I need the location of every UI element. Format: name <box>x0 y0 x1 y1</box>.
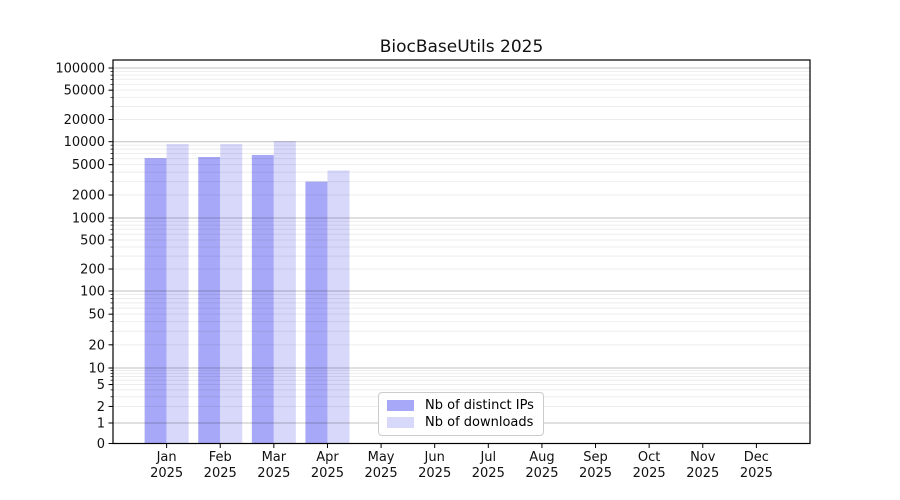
y-tick-label: 100 <box>80 285 105 300</box>
legend-label-downloads: Nb of downloads <box>425 415 534 430</box>
x-tick-label-month: May <box>368 450 395 465</box>
y-tick-label: 2000 <box>72 189 105 204</box>
bar-jan-distinct-ips <box>144 158 167 444</box>
y-tick-label: 5 <box>97 378 105 393</box>
x-tick-label-month: Dec <box>744 450 769 465</box>
bar-feb-downloads <box>220 144 243 444</box>
chart-title: BiocBaseUtils 2025 <box>379 37 544 57</box>
x-tick-label-month: Jun <box>424 450 445 465</box>
x-tick-label-year: 2025 <box>150 466 183 481</box>
legend-item-downloads: Nb of downloads <box>387 415 535 430</box>
x-tick-label-year: 2025 <box>311 466 344 481</box>
bar-apr-distinct-ips <box>305 181 328 444</box>
y-tick-label: 200 <box>80 263 105 278</box>
x-tick-label-year: 2025 <box>472 466 505 481</box>
y-tick-label: 10 <box>88 362 105 377</box>
bar-mar-distinct-ips <box>251 154 274 444</box>
x-tick-label-year: 2025 <box>633 466 666 481</box>
x-tick-label-year: 2025 <box>579 466 612 481</box>
x-tick-label-month: Sep <box>583 450 608 465</box>
x-tick-label-month: Jul <box>479 450 496 465</box>
x-tick-label-month: Feb <box>209 450 232 465</box>
legend: Nb of distinct IPs Nb of downloads <box>378 392 544 436</box>
legend-label-distinct-ips: Nb of distinct IPs <box>425 398 534 413</box>
x-tick-label-year: 2025 <box>740 466 773 481</box>
y-tick-label: 20000 <box>64 113 105 128</box>
y-tick-label: 100000 <box>55 62 105 77</box>
legend-swatch-downloads <box>387 417 414 428</box>
y-tick-label: 2 <box>97 400 105 415</box>
bar-mar-downloads <box>273 141 296 444</box>
x-tick-label-month: Mar <box>262 450 287 465</box>
x-tick-label-month: Aug <box>529 450 554 465</box>
y-tick-label: 1 <box>97 417 105 432</box>
bar-apr-downloads <box>327 170 350 444</box>
y-tick-label: 20 <box>88 338 105 353</box>
x-tick-label-month: Jan <box>156 450 177 465</box>
y-tick-label: 500 <box>80 233 105 248</box>
x-tick-label-month: Nov <box>690 450 716 465</box>
y-tick-label: 10000 <box>64 135 105 150</box>
x-tick-label-year: 2025 <box>257 466 290 481</box>
legend-swatch-distinct-ips <box>387 400 414 411</box>
x-tick-label-month: Apr <box>316 450 339 465</box>
x-tick-label-month: Oct <box>638 450 660 465</box>
y-tick-label: 1000 <box>72 212 105 227</box>
bar-feb-distinct-ips <box>198 157 221 444</box>
x-tick-label-year: 2025 <box>204 466 237 481</box>
x-tick-label-year: 2025 <box>365 466 398 481</box>
x-tick-label-year: 2025 <box>418 466 451 481</box>
y-tick-label: 50000 <box>64 84 105 99</box>
axes-frame <box>112 59 811 445</box>
x-tick-label-year: 2025 <box>686 466 719 481</box>
y-tick-label: 5000 <box>72 158 105 173</box>
x-tick-label-year: 2025 <box>525 466 558 481</box>
y-tick-label: 50 <box>88 308 105 323</box>
bar-jan-downloads <box>166 144 189 444</box>
legend-item-distinct-ips: Nb of distinct IPs <box>387 398 535 413</box>
y-tick-label: 0 <box>97 437 105 452</box>
